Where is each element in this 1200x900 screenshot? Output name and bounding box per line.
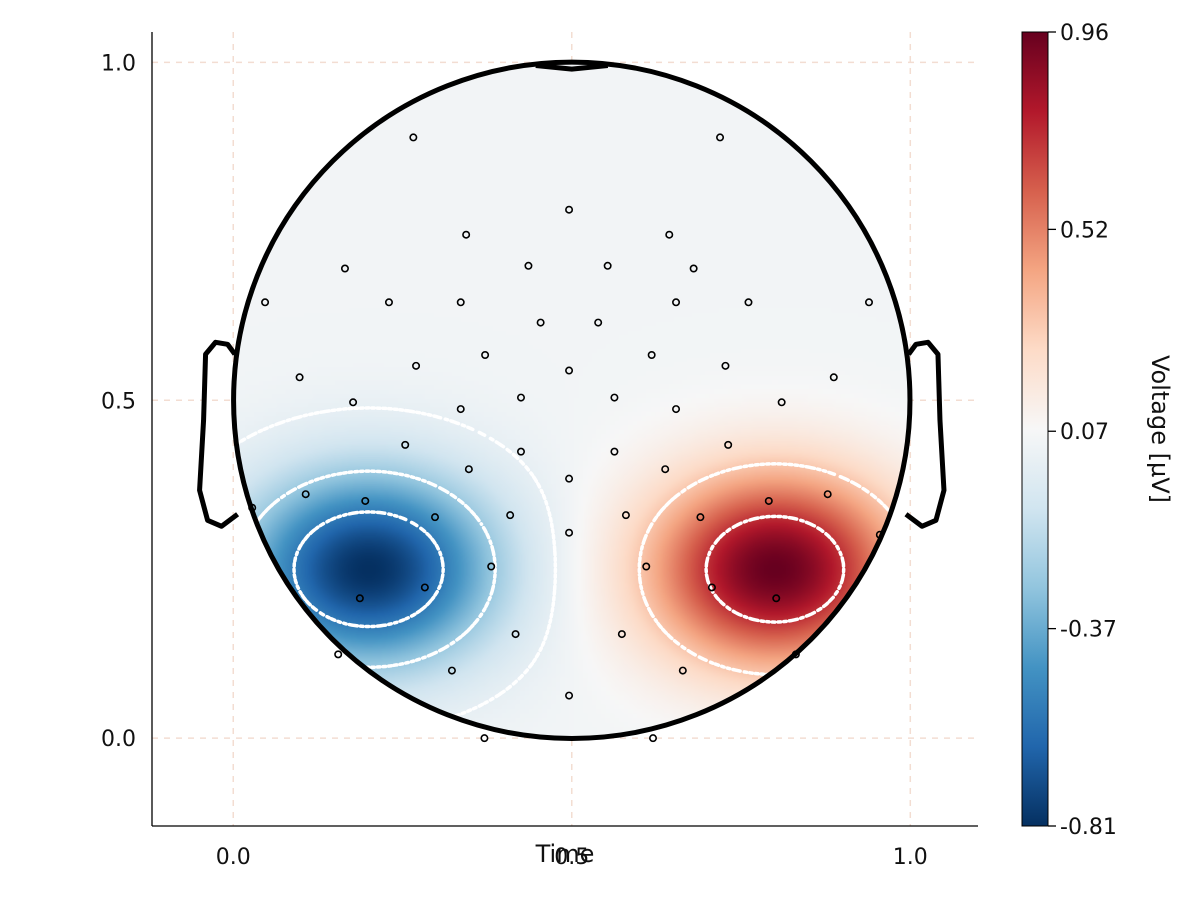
electrode-marker	[678, 666, 687, 675]
voltage-heatmap	[233, 62, 910, 739]
electrode-marker	[565, 366, 574, 375]
nose	[535, 62, 609, 72]
electrode-marker	[355, 594, 364, 603]
electrode-marker	[340, 264, 349, 273]
electrode-marker	[696, 513, 705, 522]
y-tick-label: 0.5	[101, 389, 136, 414]
electrode-marker	[420, 583, 429, 592]
electrode-marker	[665, 230, 674, 239]
electrode-marker	[672, 298, 681, 307]
y-tick-label: 1.0	[101, 51, 136, 76]
electrode-marker	[621, 511, 630, 520]
head-outline	[197, 59, 947, 741]
electrode-marker	[617, 630, 626, 639]
electrode-marker	[261, 298, 270, 307]
electrode-marker	[875, 530, 884, 539]
electrode-marker	[724, 440, 733, 449]
electrode-marker	[647, 351, 656, 360]
electrode-marker	[823, 490, 832, 499]
electrode-marker	[707, 583, 716, 592]
electrode-marker	[744, 298, 753, 307]
electrode-marker	[361, 496, 370, 505]
electrode-marker	[642, 562, 651, 571]
colorbar-frame	[1021, 31, 1049, 827]
electrode-marker	[536, 318, 545, 327]
electrode-marker	[829, 373, 838, 382]
electrode-marker	[401, 440, 410, 449]
electrode-marker	[456, 298, 465, 307]
electrode-marker	[480, 734, 489, 743]
electrode-marker	[661, 465, 670, 474]
electrode-marker	[524, 261, 533, 270]
electrode-marker	[334, 650, 343, 659]
left-ear	[197, 339, 240, 529]
electrode-marker	[248, 503, 257, 512]
contour-line-4	[704, 514, 846, 624]
electrode-marker	[412, 361, 421, 370]
electrode-marker	[565, 205, 574, 214]
electrode-marker	[464, 465, 473, 474]
electrode-marker	[672, 405, 681, 414]
x-axis-title: Time	[535, 840, 595, 868]
colorbar-tick-label: -0.81	[1060, 815, 1117, 840]
electrode-marker	[772, 594, 781, 603]
electrode-marker	[689, 264, 698, 273]
electrode-marker	[409, 133, 418, 142]
electrode-marker	[565, 474, 574, 483]
electrode-marker	[295, 373, 304, 382]
electrode-marker	[594, 318, 603, 327]
electrode-marker	[301, 490, 310, 499]
electrode-marker	[864, 298, 873, 307]
electrode-marker	[603, 261, 612, 270]
electrode-marker	[431, 513, 440, 522]
x-tick-label: 0.0	[216, 845, 251, 870]
colorbar: 0.96 0.52 0.07 -0.37 -0.81	[1021, 21, 1117, 840]
colorbar-tick-label: 0.52	[1060, 218, 1109, 243]
electrode-marker	[516, 393, 525, 402]
electrode-marker	[384, 298, 393, 307]
axes: 0.0 0.5 1.0 0.0 0.5 1.0	[101, 32, 978, 870]
electrode-marker	[565, 691, 574, 700]
colorbar-tick-label: 0.07	[1060, 420, 1109, 445]
x-tick-label: 1.0	[893, 845, 928, 870]
electrode-marker	[481, 351, 490, 360]
colorbar-tick-label: 0.96	[1060, 21, 1109, 46]
colorbar-gradient	[1022, 32, 1048, 826]
electrode-marker	[462, 230, 471, 239]
electrode-marker	[349, 398, 358, 407]
electrode-marker	[791, 650, 800, 659]
electrode-marker	[764, 496, 773, 505]
colorbar-tick-label: -0.37	[1060, 618, 1117, 643]
electrode-marker	[516, 447, 525, 456]
electrode-marker	[777, 398, 786, 407]
head-circle	[231, 59, 913, 741]
electrode-marker	[565, 528, 574, 537]
electrode-marker	[649, 734, 658, 743]
electrode-markers	[248, 133, 884, 743]
contour-line-0	[292, 510, 445, 629]
electrode-marker	[511, 630, 520, 639]
electrode-marker	[610, 447, 619, 456]
electrode-marker	[716, 133, 725, 142]
right-ear	[904, 339, 947, 529]
electrode-marker	[506, 511, 515, 520]
electrode-marker	[447, 666, 456, 675]
colorbar-label: Voltage [µV]	[1146, 355, 1174, 503]
x-tick-label: 0.5	[554, 845, 589, 870]
electrode-marker	[610, 393, 619, 402]
electrode-marker	[456, 405, 465, 414]
electrode-marker	[487, 562, 496, 571]
y-tick-label: 0.0	[101, 727, 136, 752]
electrode-marker	[721, 361, 730, 370]
heatmap-image	[233, 62, 910, 739]
